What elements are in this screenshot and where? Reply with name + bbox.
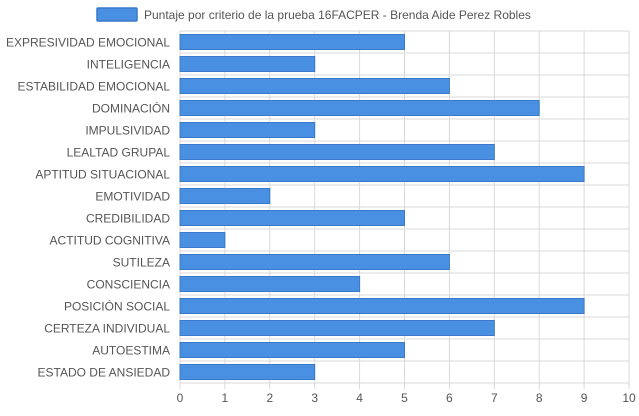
x-tick-label: 3	[311, 391, 318, 405]
category-label: ESTADO DE ANSIEDAD	[38, 366, 171, 380]
legend-label[interactable]: Puntaje por criterio de la prueba 16FACP…	[144, 8, 531, 22]
category-label: ACTITUD COGNITIVA	[50, 234, 170, 248]
category-label: CERTEZA INDIVIDUAL	[44, 322, 170, 336]
x-tick-label: 8	[536, 391, 543, 405]
bar[interactable]	[179, 298, 585, 314]
bar[interactable]	[179, 122, 316, 138]
x-tick-label: 6	[446, 391, 453, 405]
bar[interactable]	[179, 210, 405, 226]
x-tick-label: 10	[622, 391, 636, 405]
x-tick-label: 9	[581, 391, 588, 405]
bar[interactable]	[179, 34, 405, 50]
category-label: SUTILEZA	[113, 256, 170, 270]
bar[interactable]	[179, 144, 495, 160]
category-label: CONSCIENCIA	[87, 278, 170, 292]
bar[interactable]	[179, 276, 361, 292]
category-label: POSICIÓN SOCIAL	[64, 299, 170, 314]
x-axis-ticks: 0 1 2 3 4 5 6 7 8 9 10	[177, 391, 636, 405]
category-label: INTELIGENCIA	[87, 58, 170, 72]
legend[interactable]: Puntaje por criterio de la prueba 16FACP…	[96, 7, 531, 22]
bar[interactable]	[179, 342, 405, 358]
category-label: APTITUD SITUACIONAL	[35, 168, 170, 182]
bar[interactable]	[179, 320, 495, 336]
bar[interactable]	[179, 188, 271, 204]
category-label: AUTOESTIMA	[92, 344, 170, 358]
category-label: IMPULSIVIDAD	[85, 124, 170, 138]
bar[interactable]	[179, 78, 450, 94]
bars	[179, 34, 585, 380]
bar[interactable]	[179, 166, 585, 182]
x-tick-label: 2	[266, 391, 273, 405]
category-label: EXPRESIVIDAD EMOCIONAL	[6, 36, 170, 50]
bar[interactable]	[179, 364, 316, 380]
x-tick-label: 0	[177, 391, 184, 405]
category-labels: EXPRESIVIDAD EMOCIONAL INTELIGENCIA ESTABI…	[6, 36, 170, 380]
bar[interactable]	[179, 232, 226, 248]
category-label: DOMINACIÓN	[92, 101, 170, 116]
bar[interactable]	[179, 100, 540, 116]
x-tick-label: 1	[222, 391, 229, 405]
bar[interactable]	[179, 56, 316, 72]
bar[interactable]	[179, 254, 450, 270]
category-label: CREDIBILIDAD	[86, 212, 170, 226]
x-tick-label: 4	[356, 391, 363, 405]
category-label: LEALTAD GRUPAL	[67, 146, 171, 160]
legend-swatch[interactable]	[96, 7, 138, 22]
category-label: EMOTIVIDAD	[95, 190, 170, 204]
category-label: ESTABILIDAD EMOCIONAL	[18, 80, 171, 94]
x-tick-label: 7	[491, 391, 498, 405]
x-tick-label: 5	[401, 391, 408, 405]
